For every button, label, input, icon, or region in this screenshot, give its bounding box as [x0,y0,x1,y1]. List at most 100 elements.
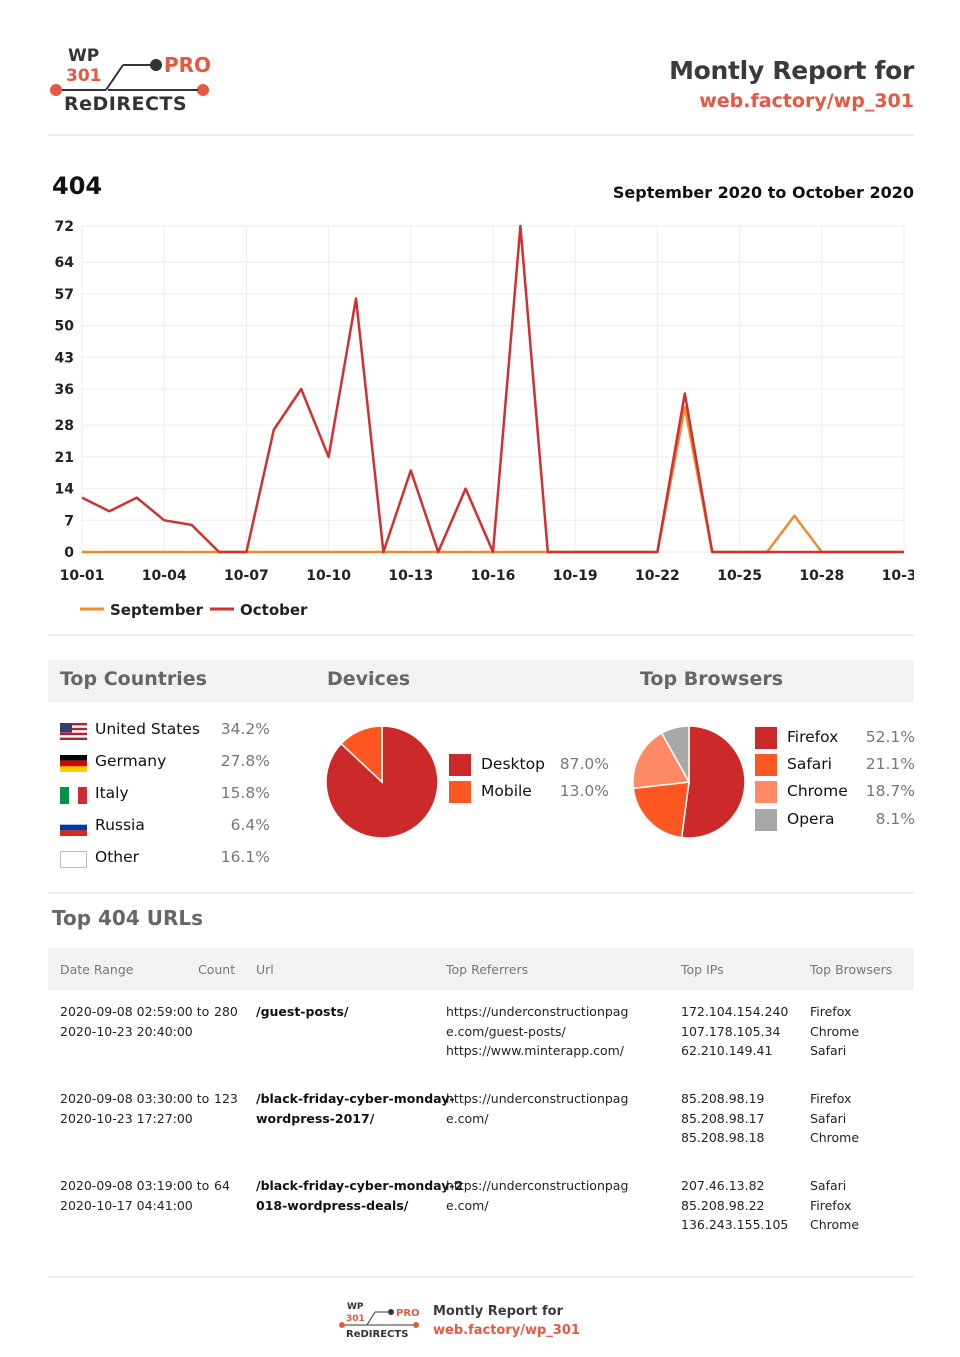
legend-item: Firefox 52.1% [755,727,915,751]
footer-logo-wp: WP [347,1302,364,1312]
footer-logo-redirects: ReDIRECTS [346,1329,408,1340]
country-name: Russia [95,816,145,834]
y-tick-label: 57 [55,287,74,303]
urls-table-header: Date Range Count Url Top Referrers Top I… [48,948,914,990]
browsers-cell: Safari Firefox Chrome [810,1178,860,1232]
url-cell: /guest-posts/ [256,1004,349,1019]
blank-flag-icon [60,851,87,868]
x-tick-label: 10-16 [471,568,516,584]
legend-item: Safari 21.1% [755,754,915,778]
count-cell: 123 [214,1091,238,1106]
device-percent: 87.0% [559,755,609,773]
stats-section-header: Top Countries Devices Top Browsers [48,660,914,702]
legend-label-september: September [110,601,204,619]
column-header: Top Referrers [446,962,529,977]
referrers-cell: https://underconstructionpag e.com/ [446,1178,629,1213]
date-range-cell: 2020-09-08 02:59:00 to 2020-10-23 20:40:… [60,1004,210,1039]
legend-item: Opera 8.1% [755,809,915,833]
x-tick-label: 10-10 [306,568,351,584]
pie-slice-opera [660,725,690,785]
x-tick-label: 10-25 [717,568,762,584]
legend-swatch [755,754,777,776]
top-404-urls-title: Top 404 URLs [52,906,204,930]
legend-item: Desktop 87.0% [449,754,609,778]
y-tick-label: 72 [55,219,74,235]
top-browsers-title: Top Browsers [640,668,784,690]
x-tick-label: 10-07 [224,568,269,584]
country-percent: 27.8% [220,752,270,770]
country-name: Germany [95,752,167,770]
x-tick-label: 10-01 [60,568,105,584]
browser-percent: 52.1% [865,728,915,746]
country-name: Other [95,848,140,866]
ips-cell: 172.104.154.240 107.178.105.34 62.210.14… [681,1004,789,1058]
device-name: Desktop [481,755,545,773]
browsers-cell: Firefox Chrome Safari [810,1004,860,1058]
url-cell: /black-friday-cyber-monday- wordpress-20… [256,1091,455,1126]
chart-title: 404 [52,172,103,200]
y-tick-label: 28 [55,418,74,434]
browser-name: Safari [787,755,832,773]
x-tick-label: 10-28 [799,568,844,584]
footer-logo-graphic: WP 301 PRO ReDIRECTS [339,1302,420,1340]
wp301-logo: WP 301 PRO ReDIRECTS [48,40,218,120]
report-footer: WP 301 PRO ReDIRECTS Montly Report for w… [338,1298,580,1342]
date-range-cell: 2020-09-08 03:30:00 to 2020-10-23 17:27:… [60,1091,210,1126]
legend-swatch [755,809,777,831]
line-chart-404: 0 7 14 21 28 36 43 50 57 64 72 10-01 10-04 10-07 10-10… [55,219,914,619]
de-flag-icon [60,755,87,772]
y-tick-label: 7 [64,513,74,529]
country-percent: 15.8% [220,784,270,802]
logo-301-text: 301 [66,66,102,86]
country-row: Italy 15.8% [60,784,270,808]
us-flag-icon [60,723,87,740]
referrers-cell: https://underconstructionpag e.com/guest… [446,1004,629,1058]
y-tick-label: 50 [55,319,75,335]
y-tick-label: 21 [55,450,74,466]
x-tick-label: 10-22 [635,568,680,584]
logo-redirects-text: ReDIRECTS [64,93,188,115]
country-row: Other 16.1% [60,848,270,872]
chart-date-range: September 2020 to October 2020 [612,183,914,202]
country-percent: 34.2% [220,720,270,738]
column-header: Count [198,962,236,977]
column-header: Top Browsers [810,962,893,977]
browser-percent: 8.1% [875,810,915,828]
x-tick-label: 10-19 [553,568,598,584]
pie-slice-safari [632,781,690,839]
series-line-october [81,224,904,554]
devices-pie-chart [325,725,439,839]
y-tick-label: 43 [55,350,74,366]
footer-logo-301: 301 [346,1314,365,1324]
x-tick-label: 10-04 [142,568,187,584]
browser-name: Chrome [787,782,848,800]
divider [48,134,914,136]
browser-name: Firefox [787,728,839,746]
count-cell: 64 [214,1178,230,1193]
country-name: United States [95,720,200,738]
pie-slice-firefox [680,725,746,839]
legend-swatch [755,781,777,803]
browsers-cell: Firefox Safari Chrome [810,1091,860,1145]
browser-name: Opera [787,810,835,828]
browsers-pie-chart [632,725,746,839]
legend-swatch [449,781,471,803]
ips-cell: 85.208.98.19 85.208.98.17 85.208.98.18 [681,1091,765,1145]
ru-flag-icon [60,819,87,836]
it-flag-icon [60,787,87,804]
x-tick-label: 10-31 [882,568,914,584]
count-cell: 280 [214,1004,238,1019]
report-site: web.factory/wp_301 [699,90,914,112]
country-percent: 16.1% [220,848,270,866]
footer-site: web.factory/wp_301 [433,1323,580,1338]
legend-item: Mobile 13.0% [449,781,609,805]
browser-percent: 18.7% [865,782,915,800]
report-title: Montly Report for [669,56,914,85]
column-header: Date Range [60,962,134,977]
divider [48,892,914,894]
footer-logo-pro: PRO [396,1308,420,1319]
legend-swatch [755,727,777,749]
x-tick-label: 10-13 [388,568,433,584]
device-name: Mobile [481,782,532,800]
logo-pro-text: PRO [164,53,212,77]
